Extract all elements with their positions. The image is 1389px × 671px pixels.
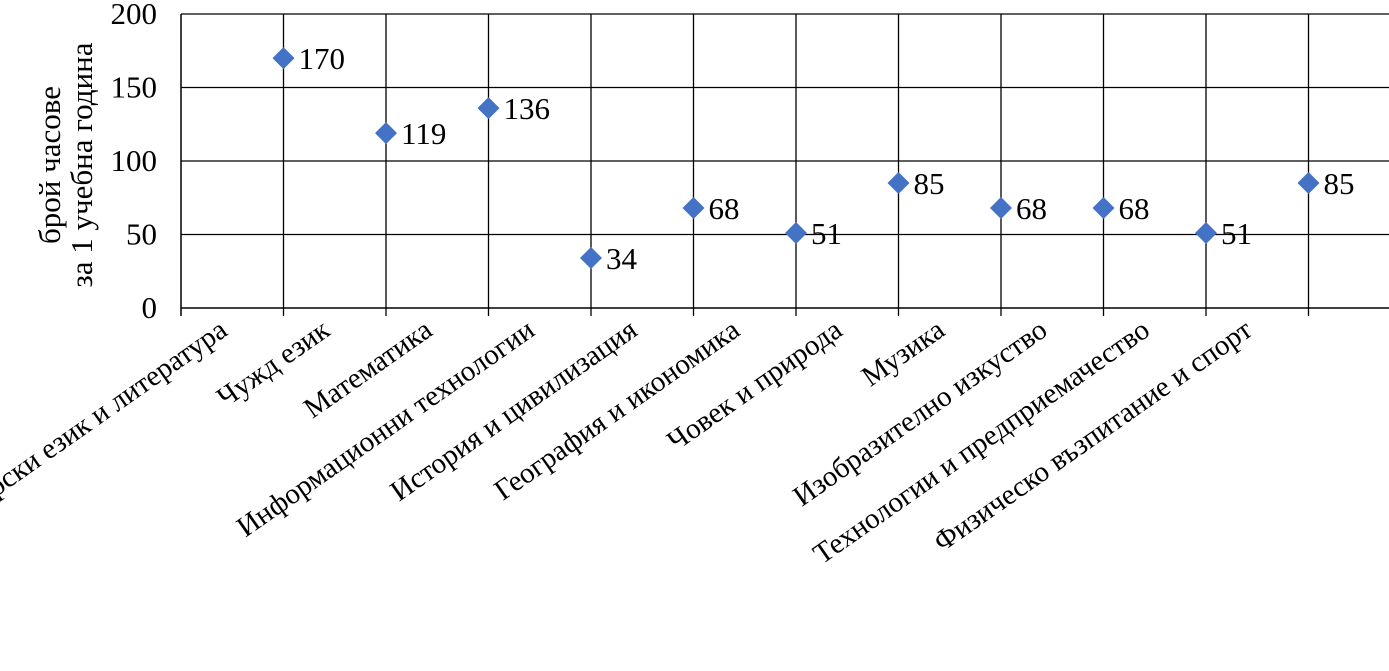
data-label-4: 68 bbox=[709, 191, 740, 226]
data-point-9 bbox=[1195, 222, 1217, 245]
data-point-10 bbox=[1297, 172, 1320, 195]
data-labels: 170 119 136 34 68 51 85 68 68 51 85 bbox=[299, 41, 1355, 276]
x-category-label-6: Човек и природа bbox=[662, 313, 849, 457]
data-label-8: 68 bbox=[1119, 191, 1150, 226]
y-axis-title-line-1: брой часове bbox=[32, 86, 67, 244]
data-label-9: 51 bbox=[1221, 216, 1252, 251]
data-label-1: 119 bbox=[401, 116, 446, 151]
y-axis-title-line-2: за 1 учебна година bbox=[64, 42, 99, 287]
data-point-1 bbox=[375, 122, 397, 145]
y-tick-label-0: 0 bbox=[142, 290, 158, 325]
y-axis-title: брой часове за 1 учебна година bbox=[32, 42, 99, 287]
data-point-2 bbox=[477, 97, 500, 120]
data-label-6: 85 bbox=[914, 166, 945, 201]
data-point-4 bbox=[682, 197, 705, 220]
y-tick-label-50: 50 bbox=[126, 217, 157, 252]
y-tick-label-150: 150 bbox=[111, 70, 158, 105]
data-label-5: 51 bbox=[811, 216, 842, 251]
y-tick-label-200: 200 bbox=[111, 0, 158, 31]
data-point-0 bbox=[272, 47, 295, 70]
data-point-3 bbox=[580, 247, 602, 270]
grid-layer bbox=[180, 13, 1389, 316]
data-label-0: 170 bbox=[299, 41, 346, 76]
data-label-2: 136 bbox=[504, 91, 551, 126]
y-tick-labels: 0 50 100 150 200 bbox=[111, 0, 158, 325]
x-category-label-0: Български език и литература bbox=[0, 313, 233, 543]
data-label-7: 68 bbox=[1016, 191, 1047, 226]
data-point-8 bbox=[1092, 197, 1115, 220]
data-label-10: 85 bbox=[1324, 166, 1355, 201]
y-tick-label-100: 100 bbox=[111, 143, 158, 178]
data-point-5 bbox=[785, 222, 807, 245]
data-point-6 bbox=[887, 172, 910, 195]
data-points bbox=[272, 47, 1320, 270]
data-label-3: 34 bbox=[606, 241, 638, 276]
data-point-7 bbox=[990, 197, 1012, 220]
